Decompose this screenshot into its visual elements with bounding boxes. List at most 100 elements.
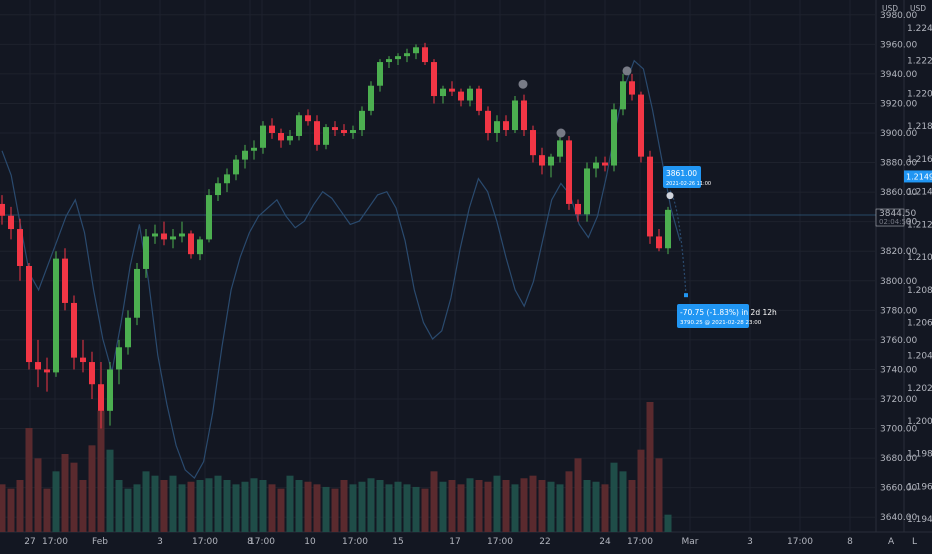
volume-bar [331,488,339,532]
marker-dot [518,79,528,89]
volume-bar [448,480,456,532]
candle-body [512,100,518,131]
time-axis[interactable]: 27 17:00 Feb 3 17:00 817:00 10 17:00 15 17 17:00 22… [24,537,917,547]
volume-bar [583,480,591,532]
candle-body [125,317,131,348]
volume-bar [547,481,555,532]
volume-bar [259,480,267,532]
y2-tick-label: 1.22200 [907,57,932,67]
x-tick-label: 17:00 [192,537,218,547]
volume-bar [160,480,168,532]
candle-body [656,236,662,249]
markers [518,66,688,298]
volume-bar [610,462,618,532]
y-tick-label: 3760.00 [880,336,917,346]
candle-body [566,140,572,204]
candle-body [530,130,536,156]
x-tick-label: 3 [747,537,753,547]
candle-body [647,156,653,237]
forecast-point-value: 3861.00 [666,169,697,178]
candle-body [134,268,140,318]
candle-body [170,236,176,240]
volume-bar [385,484,393,532]
volume-bar [349,484,357,532]
x-tick-label: 24 [599,537,611,547]
y-tick-label: 3800.00 [880,277,917,287]
volume-bar [322,486,330,532]
x-tick-label: 17:00 [42,537,68,547]
candle-body [269,125,275,133]
volume-bar [502,480,510,532]
x-tick-label: 22 [539,537,550,547]
volume-bar [376,480,384,532]
y2-tick-label: 1.20200 [907,384,932,394]
volume-bar [592,481,600,532]
volume-bar [133,484,141,532]
volume-bar [394,481,402,532]
volume-bar [286,475,294,532]
volume-bar [88,445,96,532]
volume-bar [520,478,528,532]
volume-bar [241,481,249,532]
candle-body [620,81,626,110]
candle-body [557,140,563,157]
volume-bar [619,471,627,532]
candle-body [548,156,554,166]
candle-body [440,88,446,97]
candle-body [287,135,293,141]
volume-bar [466,478,474,532]
candle-body [575,203,581,215]
volume-bar [16,480,24,532]
candle-body [485,110,491,133]
volume-bar [178,484,186,532]
candle-body [629,81,635,95]
price-axis[interactable]: 3980.00 3960.00 3940.00 3920.00 3900.00 3880.… [880,4,917,523]
forecast-end-marker [684,293,688,298]
y-tick-label: 3680.00 [880,454,917,464]
volume-bar [403,484,411,532]
candle-body [503,121,509,131]
candles [0,42,671,429]
volume-bar [205,478,213,532]
volume-bar [124,488,132,532]
candle-body [350,130,356,133]
volume-bar [493,475,501,532]
secondary-axis[interactable]: 1.22400 1.22200 1.22000 1.21800 1.21600 1.214… [907,4,932,525]
y2-tick-label: 1.20400 [907,351,932,361]
y-tick-label: 3720.00 [880,395,917,405]
forecast-result-value: -70.75 (-1.83%) in 2d 12h [680,308,777,317]
x-tick-label: 10 [304,537,316,547]
volume-bar [250,478,258,532]
volume-bar [628,480,636,532]
y2-tick-label: 1.21200 [907,220,932,230]
y2-tick-label: 1.19400 [907,515,932,525]
volume-bar [79,480,87,532]
x-tick-label: 17 [449,537,460,547]
candle-body [665,209,671,249]
y-tick-label: 3860.00 [880,188,917,198]
volume-bar [511,484,519,532]
volume-bar [367,478,375,532]
x-tick-label: 17:00 [787,537,813,547]
y2-tick-label: 1.21800 [907,122,932,132]
log-scale-toggle: L [912,537,917,547]
candle-body [80,357,86,363]
volume-bar [61,454,69,532]
volume-bar [169,475,177,532]
x-tick-label: 3 [157,537,163,547]
volume-bar [97,410,105,532]
current-price-value: 3844.50 [879,209,916,219]
x-tick-label: Mar [682,537,699,547]
volume-bar [25,428,33,532]
y2-tick-label: 1.22000 [907,89,932,99]
candle-body [35,362,41,370]
auto-scale-toggle: A [888,537,895,547]
candle-body [638,94,644,157]
volume-bar [421,488,429,532]
volume-bar [0,484,6,532]
volume-bar [268,484,276,532]
candle-body [296,115,302,136]
current-price-tag [875,208,905,227]
